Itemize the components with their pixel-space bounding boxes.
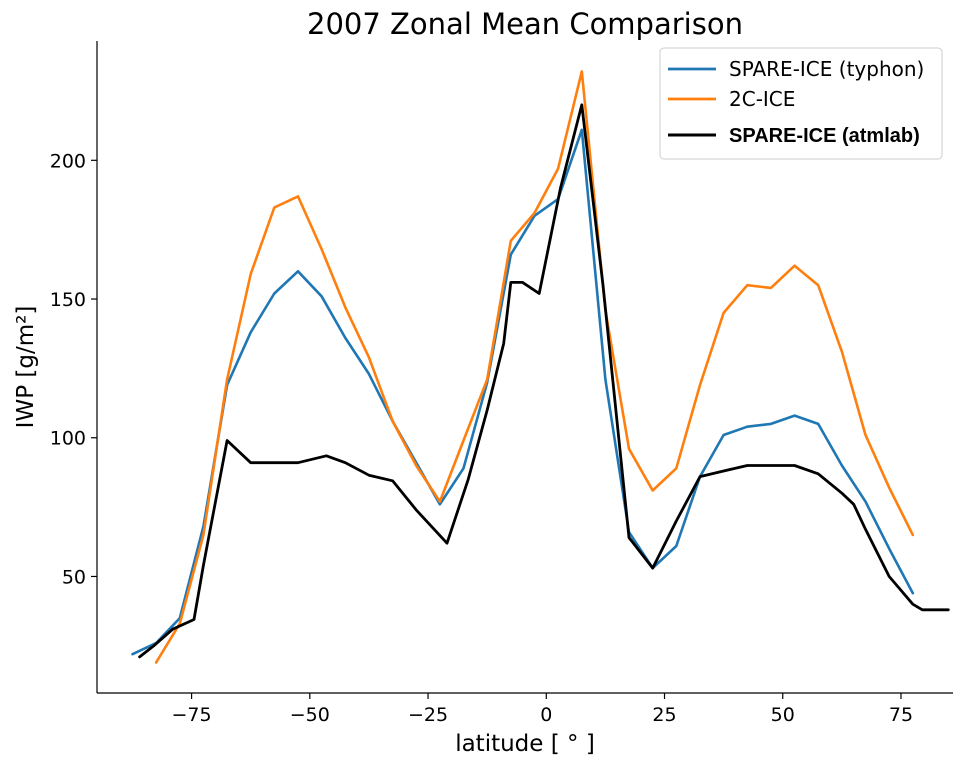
y-tick-label: 50 — [62, 566, 86, 588]
y-ticks: 50 100 150 200 — [50, 150, 97, 588]
legend-label-2c-ice: 2C-ICE — [729, 87, 795, 111]
x-tick-label: 75 — [889, 704, 913, 726]
x-tick-label: 50 — [771, 704, 795, 726]
x-tick-label: −75 — [172, 704, 212, 726]
series-line-spare-ice-atmlab — [138, 103, 950, 659]
legend: SPARE-ICE (typhon) 2C-ICE SPARE-ICE (atm… — [659, 47, 943, 160]
x-tick-label: 25 — [652, 704, 676, 726]
x-tick-label: −50 — [290, 704, 330, 726]
plot-lines — [131, 70, 950, 664]
x-tick-label: 0 — [540, 704, 552, 726]
series-line-spare-ice-typhon — [131, 128, 915, 656]
y-tick-label: 100 — [50, 428, 86, 450]
x-tick-label: −25 — [408, 704, 448, 726]
series-line-2c-ice — [154, 70, 915, 664]
x-ticks: −75 −50 −25 0 25 50 75 — [172, 693, 913, 726]
legend-label-spare-ice-atmlab: SPARE-ICE (atmlab) — [729, 125, 920, 147]
x-axis-label: latitude [ ° ] — [455, 731, 595, 757]
legend-label-spare-ice-typhon: SPARE-ICE (typhon) — [729, 57, 924, 81]
y-axis-label: IWP [g/m²] — [13, 306, 39, 429]
chart-title: 2007 Zonal Mean Comparison — [307, 7, 743, 41]
y-tick-label: 200 — [50, 150, 86, 172]
y-tick-label: 150 — [50, 289, 86, 311]
legend-frame — [659, 47, 943, 160]
